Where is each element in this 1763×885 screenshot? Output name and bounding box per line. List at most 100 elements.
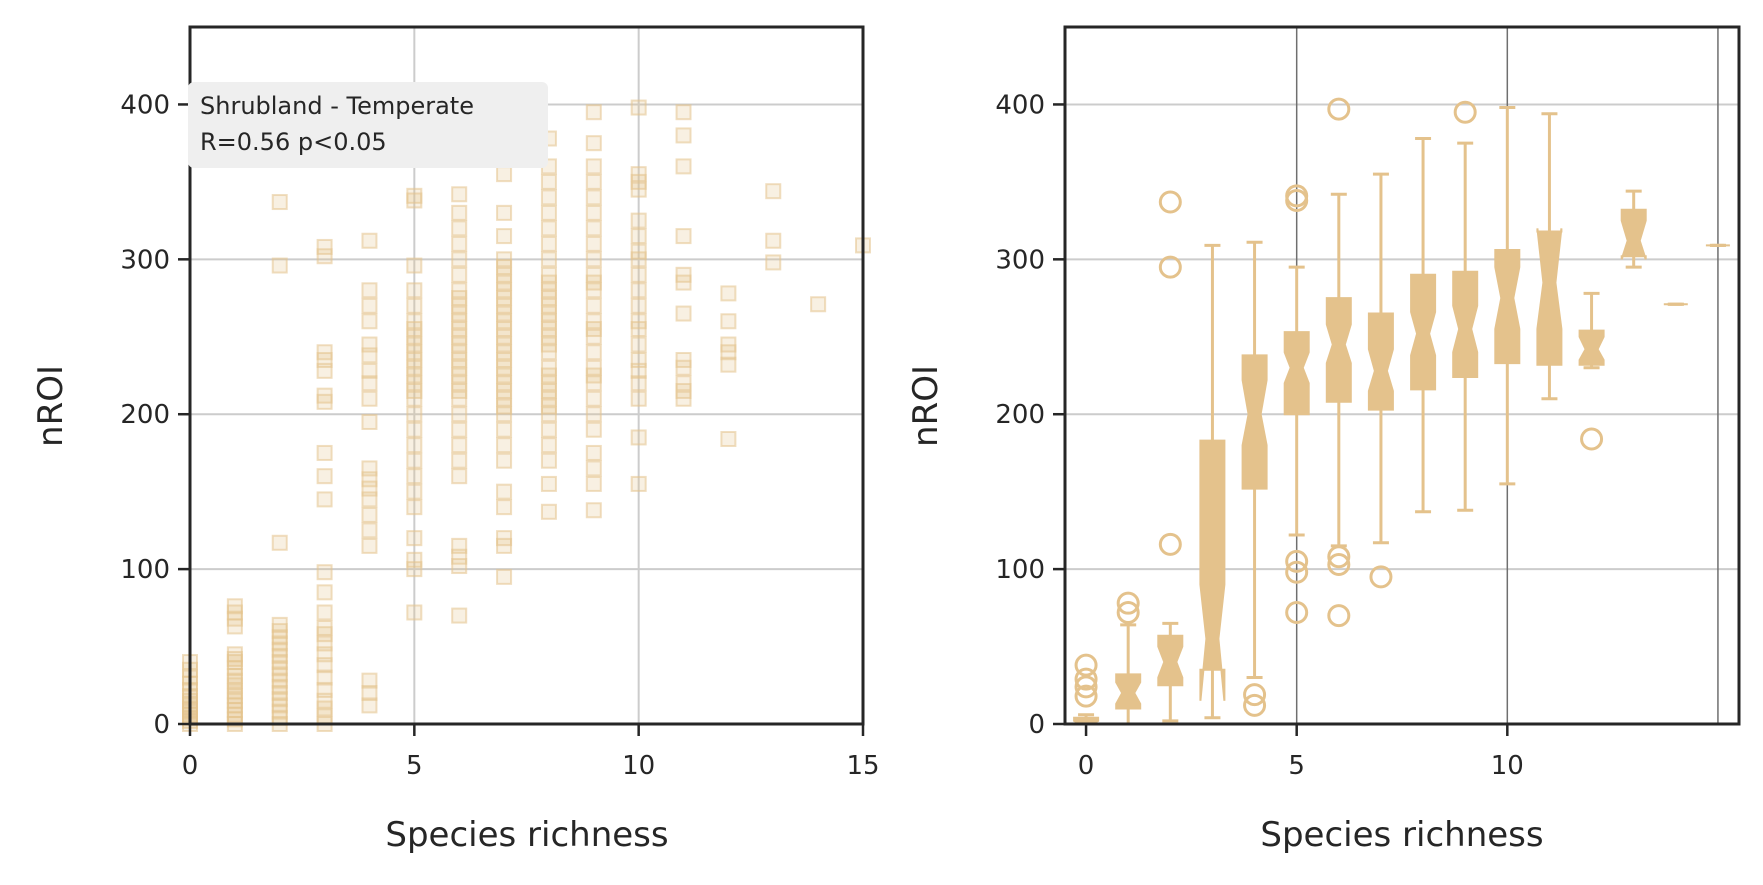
scatter-point	[316, 387, 333, 404]
scatter-point	[675, 305, 692, 322]
box-flier	[1285, 549, 1309, 573]
scatter-point	[406, 468, 423, 485]
scatter-point	[675, 228, 692, 245]
scatter-point	[361, 375, 378, 392]
scatter-point	[630, 266, 647, 283]
scatter-y-tick-label: 200	[120, 400, 170, 430]
scatter-point	[585, 189, 602, 206]
box-flier	[1580, 427, 1604, 451]
boxplot-y-tick-label: 100	[995, 555, 1045, 585]
scatter-point	[585, 502, 602, 519]
annotation-box: Shrubland - Temperate R=0.56 p<0.05	[188, 82, 548, 168]
scatter-point	[451, 607, 468, 624]
boxplot-plot-frame	[1063, 25, 1741, 726]
scatter-point	[406, 452, 423, 469]
scatter-point	[361, 282, 378, 299]
box-body	[1199, 439, 1226, 701]
scatter-x-tick-label: 15	[846, 751, 879, 781]
scatter-point	[226, 598, 243, 615]
scatter-point	[406, 282, 423, 299]
scatter-point	[765, 254, 782, 271]
boxplot-x-tick-label: 5	[1288, 751, 1305, 781]
box-body	[1494, 249, 1521, 365]
scatter-point	[316, 619, 333, 636]
box-flier	[1369, 565, 1393, 589]
scatter-point	[316, 468, 333, 485]
scatter-point	[630, 282, 647, 299]
scatter-point	[361, 297, 378, 314]
scatter-point	[451, 282, 468, 299]
scatter-point	[496, 228, 513, 245]
scatter-point	[540, 437, 557, 454]
scatter-point	[765, 232, 782, 249]
scatter-point	[316, 491, 333, 508]
scatter-point	[451, 406, 468, 423]
scatter-point	[585, 235, 602, 252]
box-flier	[1116, 591, 1140, 615]
box-6	[1325, 97, 1352, 628]
box-10	[1494, 106, 1521, 486]
scatter-point	[630, 475, 647, 492]
scatter-point	[361, 672, 378, 689]
scatter-point	[630, 228, 647, 245]
scatter-point	[540, 503, 557, 520]
boxplot-boxes	[1073, 97, 1730, 726]
scatter-point	[406, 437, 423, 454]
scatter-point	[585, 475, 602, 492]
annotation-title: Shrubland - Temperate	[200, 92, 474, 120]
box-flier	[1243, 683, 1267, 707]
scatter-point	[316, 444, 333, 461]
scatter-point	[316, 604, 333, 621]
scatter-point	[406, 561, 423, 578]
box-2	[1157, 190, 1184, 723]
box-body	[1452, 270, 1479, 378]
boxplot-gridlines	[1065, 27, 1739, 725]
scatter-x-tick-label: 0	[182, 751, 199, 781]
box-flier	[1285, 600, 1309, 624]
box-flier	[1158, 190, 1182, 214]
scatter-point	[630, 99, 647, 116]
scatter-point	[675, 158, 692, 175]
scatter-point	[630, 390, 647, 407]
scatter-point	[451, 452, 468, 469]
scatter-point	[585, 158, 602, 175]
scatter-plot-frame	[188, 25, 865, 726]
scatter-point	[316, 248, 333, 265]
box-8	[1410, 137, 1437, 514]
boxplot-y-axis-label: nROI	[906, 365, 946, 447]
scatter-point	[720, 356, 737, 373]
scatter-point	[361, 697, 378, 714]
scatter-point	[361, 506, 378, 523]
scatter-point	[540, 266, 557, 283]
boxplot-x-tick-label: 0	[1078, 751, 1095, 781]
box-flier	[1074, 675, 1098, 699]
box-flier	[1327, 545, 1351, 569]
scatter-point	[585, 220, 602, 237]
box-13	[1620, 189, 1647, 269]
scatter-point	[585, 104, 602, 121]
scatter-point	[675, 375, 692, 392]
scatter-point	[361, 232, 378, 249]
scatter-point	[630, 352, 647, 369]
scatter-point	[496, 437, 513, 454]
scatter-ticks: 0 100 200 300 400 0 5 10 15	[120, 90, 879, 781]
annotation-stats: R=0.56 p<0.05	[200, 128, 387, 156]
scatter-point	[540, 204, 557, 221]
box-body	[1241, 354, 1268, 490]
box-flier	[1158, 255, 1182, 279]
scatter-x-tick-label: 10	[622, 751, 655, 781]
scatter-point	[585, 344, 602, 361]
scatter-point	[451, 235, 468, 252]
scatter-point	[675, 352, 692, 369]
box-body	[1367, 312, 1394, 411]
scatter-point	[540, 475, 557, 492]
boxplot-panel: 0 100 200 300 400 0 5 10 Species richness nROI	[906, 25, 1741, 855]
box-body	[1536, 228, 1563, 366]
box-flier	[1243, 693, 1267, 717]
boxplot-x-axis-label: Species richness	[1260, 815, 1543, 855]
scatter-point	[540, 220, 557, 237]
scatter-y-tick-label: 100	[120, 555, 170, 585]
scatter-point	[406, 604, 423, 621]
scatter-point	[630, 166, 647, 183]
box-11	[1536, 112, 1563, 401]
